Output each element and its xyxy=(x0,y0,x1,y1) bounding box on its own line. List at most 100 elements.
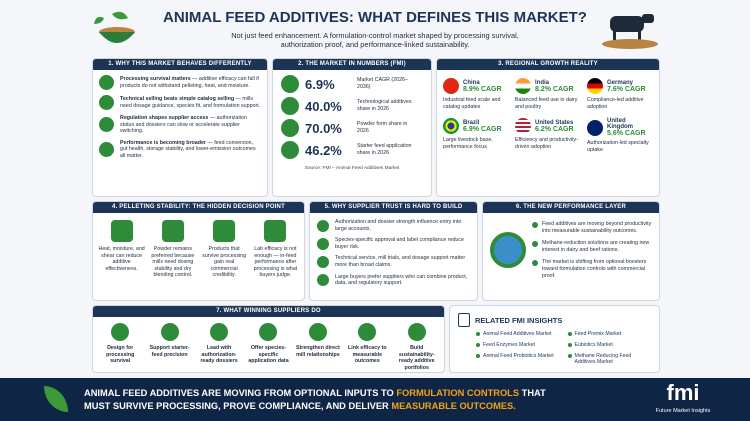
region-cagr: 6.2% CAGR xyxy=(535,125,574,133)
icon xyxy=(281,119,299,137)
win-item: Strengthen direct mill relationships xyxy=(295,323,341,371)
why-head: Performance is becoming broader xyxy=(120,139,206,146)
icon xyxy=(281,75,299,93)
pellet-text: Heat, moisture, and shear can reduce add… xyxy=(98,246,145,272)
pelleting-panel: 4. PELLETING STABILITY: THE HIDDEN DECIS… xyxy=(92,201,305,301)
region-cagr: 5.6% CAGR xyxy=(607,130,646,138)
region: United States 6.2% CAGR Efficiency and pro… xyxy=(515,118,581,153)
columns: Heat, moisture, and shear can reduce add… xyxy=(93,213,304,286)
perf-item: Feed additives are moving beyond product… xyxy=(532,221,652,234)
region-names: Germany 7.6% CAGR xyxy=(607,80,646,93)
related-link[interactable]: Feed Enzymes Market xyxy=(483,342,535,348)
related-col: Feed Premix Market Eubiotics Market Methan… xyxy=(567,331,652,365)
region-head: Brazil 6.9% CAGR xyxy=(443,118,509,135)
why-head: Regulation shapes supplier access xyxy=(120,115,209,121)
region-cagr: 8.9% CAGR xyxy=(463,85,502,93)
trust-item: Species-specific approval and label comp… xyxy=(317,237,470,250)
related-link[interactable]: Eubiotics Market xyxy=(574,342,613,348)
logo-sub: Future Market Insights xyxy=(655,408,711,414)
subtitle-line: authorization proof, and performance-lin… xyxy=(280,40,470,49)
perf-item: Methane-reduction solutions are creating… xyxy=(532,240,652,253)
trust-panel: 5. WHY SUPPLIER TRUST IS HARD TO BUILD Au… xyxy=(309,201,478,301)
why-item: Regulation shapes supplier access — auth… xyxy=(99,115,261,135)
related-link[interactable]: Methane Reducing Feed Additives Market xyxy=(574,353,632,365)
why-head: Processing survival matters xyxy=(120,75,191,82)
icon xyxy=(213,220,236,242)
list: 6.9% Market CAGR (2026–2036) 40.0% Technolo… xyxy=(273,70,431,164)
flag xyxy=(443,118,459,135)
list: Authorization and dossier strength influ… xyxy=(310,213,477,293)
region-names: China 8.9% CAGR xyxy=(463,80,502,93)
panel-title: 7. WHAT WINNING SUPPLIERS DO xyxy=(93,306,444,317)
bullet xyxy=(567,332,572,336)
related-col: Animal Feed Additives Market Feed Enzymes… xyxy=(476,331,560,365)
region-name: India xyxy=(535,79,550,86)
related-item: Feed Enzymes Market xyxy=(476,342,560,348)
win-text: Offer species-specific application data xyxy=(248,345,289,365)
region: China 8.9% CAGR Industrial feed scale and … xyxy=(443,78,509,110)
panel-title: 4. PELLETING STABILITY: THE HIDDEN DECIS… xyxy=(93,202,304,213)
title: ANIMAL FEED ADDITIVES: WHAT DEFINES THIS… xyxy=(163,9,587,26)
win-text: Lead with authorization-ready dossiers xyxy=(200,345,238,365)
why-text: Performance is becoming broader — feed c… xyxy=(120,140,261,160)
list: Processing survival matters — additive e… xyxy=(93,70,267,165)
region-head: United States 6.2% CAGR xyxy=(515,118,581,135)
trust-text: Species-specific approval and label comp… xyxy=(335,237,464,250)
panel-title: 3. REGIONAL GROWTH REALITY xyxy=(437,59,659,70)
leaf-icon xyxy=(44,386,68,412)
doc-icon xyxy=(458,313,470,327)
why-body: — mills need dosage guidance, species fi… xyxy=(120,95,261,109)
region-names: United Kingdom 5.6% CAGR xyxy=(607,118,653,137)
region-name: Germany xyxy=(607,79,634,86)
footer-segment: ANIMAL FEED ADDITIVES ARE MOVING FROM OP… xyxy=(84,388,397,398)
win-text: Support starter-feed precision xyxy=(149,345,190,358)
flag xyxy=(515,118,531,135)
trust-text: Authorization and dossier strength influ… xyxy=(335,219,462,232)
trust-text: Technical service, mill trials, and dosa… xyxy=(335,255,466,268)
region-cagr: 6.9% CAGR xyxy=(463,125,502,133)
region-note: Authorization-led specialty uptake xyxy=(587,140,649,153)
icon xyxy=(99,117,114,133)
why-text: Technical selling beats simple catalog s… xyxy=(120,96,261,109)
related-panel: RELATED FMI INSIGHTS Animal Feed Additive… xyxy=(449,305,660,373)
icon xyxy=(308,323,327,341)
trust-item: Large buyers prefer suppliers who can co… xyxy=(317,274,470,287)
bullet xyxy=(532,222,538,228)
performance-panel: 6. THE NEW PERFORMANCE LAYER Feed additiv… xyxy=(482,201,660,301)
logo: fmi xyxy=(666,380,700,405)
icon xyxy=(281,97,299,115)
win-item: Support starter-feed precision xyxy=(146,323,192,371)
icon xyxy=(161,220,184,242)
icon xyxy=(99,95,114,110)
related-link[interactable]: Animal Feed Probiotics Market xyxy=(483,353,554,359)
trust-text: Large buyers prefer suppliers who can co… xyxy=(335,273,468,287)
related-head: RELATED FMI INSIGHTS xyxy=(450,306,659,331)
related-link[interactable]: Feed Premix Market xyxy=(574,331,622,337)
feed-bowl-icon xyxy=(94,11,135,43)
region-names: India 8.2% CAGR xyxy=(535,80,574,93)
region-head: United Kingdom 5.6% CAGR xyxy=(587,118,653,137)
footer-highlight: MEASURABLE OUTCOMES. xyxy=(391,401,516,411)
related-link[interactable]: Animal Feed Additives Market xyxy=(483,331,552,337)
pellet-text: Products that survive processing gain re… xyxy=(202,246,247,279)
win-item: Build sustainability-ready additive port… xyxy=(394,323,440,371)
icon xyxy=(99,142,114,158)
bullet xyxy=(476,343,480,347)
pellet-item: Powder remains preferred because mills n… xyxy=(149,220,196,279)
icon xyxy=(110,220,133,242)
why-item: Technical selling beats simple catalog s… xyxy=(99,95,261,110)
why-panel: 1. WHY THIS MARKET BEHAVES DIFFERENTLY Pr… xyxy=(92,58,268,197)
pellet-item: Lab efficacy is not enough — in-feed per… xyxy=(252,220,299,279)
winning-panel: 7. WHAT WINNING SUPPLIERS DO Design for p… xyxy=(92,305,445,373)
trust-item: Technical service, mill trials, and dosa… xyxy=(317,255,470,268)
region: Germany 7.6% CAGR Compliance-led additive … xyxy=(587,78,653,110)
region-note: Large livestock base, performance focus xyxy=(443,137,493,150)
win-text: Strengthen direct mill relationships xyxy=(295,345,340,358)
related-item: Animal Feed Additives Market xyxy=(476,331,560,337)
number-label: Technological additives share in 2026 xyxy=(357,99,412,112)
globe-icon xyxy=(490,232,526,269)
pellet-text: Powder remains preferred because mills n… xyxy=(151,246,195,279)
region-note: Industrial feed scale and catalog update… xyxy=(443,97,501,110)
numbers-panel: 2. THE MARKET IN NUMBERS (FMI) 6.9% Market… xyxy=(272,58,432,197)
